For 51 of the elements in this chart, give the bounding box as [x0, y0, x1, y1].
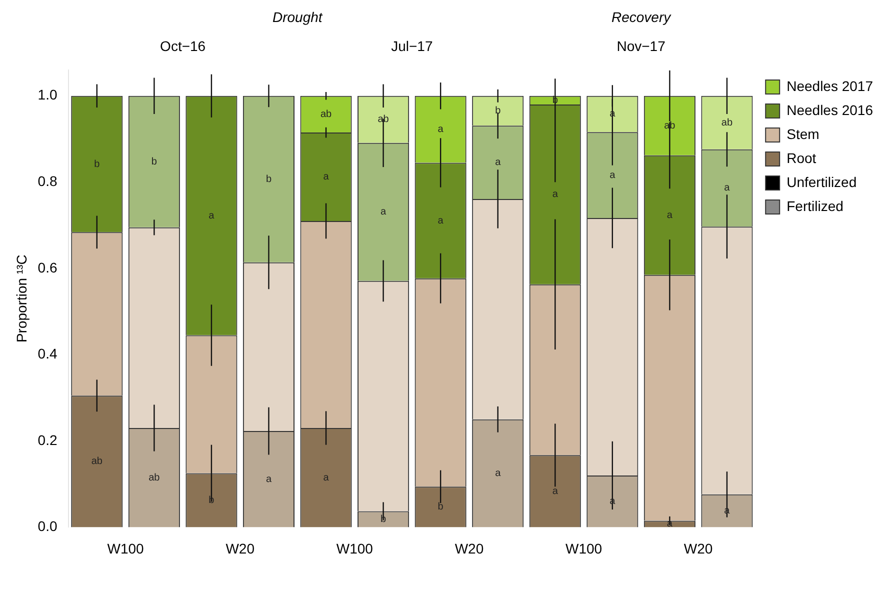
data-label: a: [610, 170, 616, 181]
text: Nov−17: [616, 38, 666, 54]
legend-label: Stem: [786, 126, 820, 142]
y-tick-label: 0.8: [38, 173, 58, 190]
data-label: a: [380, 206, 387, 218]
data-label: a: [495, 468, 502, 480]
y-tick-label: 1.0: [38, 86, 58, 103]
data-label: b: [495, 106, 502, 117]
data-label: ab: [91, 456, 103, 468]
legend-label: Unfertilized: [786, 174, 857, 190]
data-label: a: [666, 210, 673, 221]
text: Jul−17: [391, 38, 433, 54]
y-tick-label: 0.6: [38, 259, 58, 276]
legend-label: Fertilized: [786, 198, 844, 214]
x-tick-label: W100: [336, 540, 374, 556]
data-label: b: [380, 514, 387, 525]
x-tick-label: W20: [684, 540, 713, 556]
data-label: b: [151, 156, 158, 168]
legend-label: Root: [786, 150, 816, 166]
data-label: a: [323, 472, 330, 484]
y-tick-label: 0.4: [38, 346, 58, 362]
data-label: a: [438, 124, 444, 136]
data-label: a: [438, 215, 444, 226]
data-label: a: [552, 486, 558, 497]
data-label: ab: [320, 108, 332, 120]
data-label: ab: [378, 114, 390, 126]
x-tick-label: W20: [454, 540, 484, 556]
y-axis-title: Proportion ¹³C: [13, 254, 30, 343]
x-tick-label: W100: [565, 540, 602, 556]
data-label: a: [208, 210, 215, 222]
data-label: a: [666, 518, 673, 530]
y-tick-label: 0.0: [38, 518, 58, 534]
text: Recovery: [611, 8, 672, 25]
text: Drought: [272, 8, 324, 25]
data-label: a: [323, 172, 330, 182]
x-tick-label: W100: [107, 540, 144, 556]
data-label: a: [724, 182, 730, 194]
legend-label: Needles 2016: [786, 102, 874, 118]
legend-label: Needles 2017: [786, 78, 874, 94]
data-label: b: [438, 502, 444, 513]
text: Oct−16: [160, 38, 206, 54]
data-label: b: [94, 158, 100, 170]
data-label: a: [495, 157, 502, 168]
y-tick-label: 0.2: [38, 432, 58, 448]
data-label: b: [266, 174, 272, 185]
data-label: a: [552, 189, 558, 200]
x-tick-label: W20: [226, 540, 255, 556]
data-label: b: [208, 494, 215, 506]
data-label: ab: [721, 117, 733, 128]
data-label: a: [266, 474, 272, 485]
data-label: ab: [148, 472, 160, 484]
